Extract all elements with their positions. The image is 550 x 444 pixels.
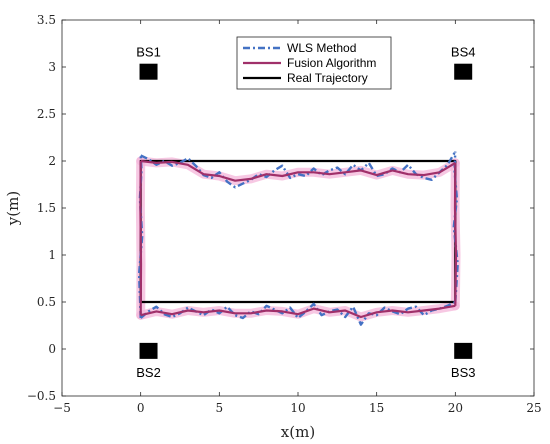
legend-label: Fusion Algorithm (287, 56, 376, 70)
series-line (140, 304, 456, 319)
base-station-marker (139, 342, 158, 359)
legend-label: Real Trajectory (287, 71, 368, 85)
base-station-label: BS4 (451, 45, 476, 60)
y-tick-label: 2 (48, 154, 56, 168)
y-tick-label: 3.5 (37, 13, 56, 27)
series-line (139, 160, 143, 316)
y-tick-label: 0.5 (37, 295, 56, 309)
legend-label: WLS Method (287, 41, 356, 55)
y-tick-label: 0 (48, 342, 56, 356)
base-station-label: BS3 (451, 365, 476, 380)
series-line (140, 150, 457, 189)
base-station-marker (454, 342, 473, 359)
y-tick-label: 1 (48, 248, 56, 262)
x-tick-label: 20 (448, 401, 463, 415)
base-station-label: BS2 (136, 365, 161, 380)
x-tick-label: 25 (526, 401, 541, 415)
series-fusion-algorithm (139, 159, 458, 319)
base-stations: BS1 BS2 BS3 BS4 (136, 45, 475, 380)
base-station-marker (139, 63, 158, 80)
x-tick-label: 10 (290, 401, 305, 415)
series-layer (137, 150, 459, 326)
series-line (140, 159, 456, 182)
x-axis-ticks: −5 0 5 10 15 20 25 (53, 20, 542, 415)
series-line (453, 162, 458, 306)
y-tick-label: 3 (48, 60, 56, 74)
y-tick-label: 1.5 (37, 201, 56, 215)
x-tick-label: 0 (137, 401, 145, 415)
y-tick-label: −0.5 (27, 389, 56, 403)
y-axis-label: y(m) (4, 191, 22, 226)
x-tick-label: 15 (369, 401, 384, 415)
x-tick-label: −5 (53, 401, 71, 415)
x-axis-label: x(m) (281, 423, 315, 441)
base-station-label: BS1 (136, 45, 161, 60)
y-axis-ticks: −0.5 0 0.5 1 1.5 2 2.5 3 3.5 (27, 13, 534, 403)
y-tick-label: 2.5 (37, 107, 56, 121)
base-station-marker (454, 63, 473, 80)
x-tick-label: 5 (216, 401, 224, 415)
